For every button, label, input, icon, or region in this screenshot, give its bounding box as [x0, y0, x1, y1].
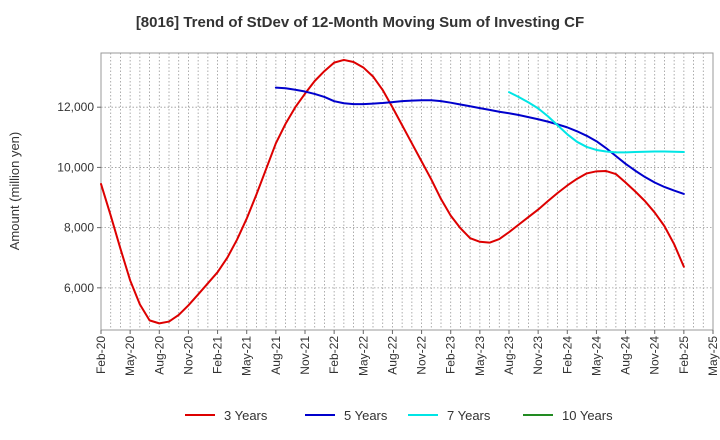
- x-tick-label: Feb-23: [444, 336, 458, 374]
- chart-title: [8016] Trend of StDev of 12-Month Moving…: [135, 14, 585, 31]
- x-tick-label: Aug-22: [385, 336, 399, 375]
- series-line-7-years: [508, 91, 685, 154]
- x-tick-label: Aug-20: [152, 336, 166, 375]
- y-axis-title: Amount (million yen): [7, 132, 22, 251]
- series-line-5-years: [274, 86, 685, 195]
- x-tick-label: May-25: [706, 336, 720, 376]
- vertical-gridlines: [110, 53, 704, 330]
- series-lines: [100, 58, 685, 325]
- x-tick-label: May-20: [123, 336, 137, 376]
- x-tick-label: Feb-22: [327, 336, 341, 374]
- legend-label-10-years: 10 Years: [562, 408, 613, 423]
- x-tick-label: Aug-21: [269, 336, 283, 375]
- y-axis-ticks: 6,000 8,000 10,000 12,000: [57, 100, 101, 295]
- x-tick-label: Aug-23: [502, 336, 516, 375]
- plot-border: [100, 52, 714, 331]
- legend: 3 Years 5 Years 7 Years 10 Years: [185, 408, 613, 423]
- plot-area: [101, 53, 713, 330]
- x-tick-label: Nov-20: [181, 336, 195, 375]
- x-tick-label: May-22: [356, 336, 370, 376]
- x-tick-label: May-24: [589, 336, 603, 376]
- x-tick-label: Nov-23: [531, 336, 545, 375]
- x-tick-label: May-23: [473, 336, 487, 376]
- legend-label-5-years: 5 Years: [344, 408, 388, 423]
- legend-label-7-years: 7 Years: [447, 408, 491, 423]
- y-tick-label: 10,000: [57, 160, 94, 174]
- x-tick-label: Aug-24: [619, 336, 633, 375]
- y-tick-label: 8,000: [64, 221, 94, 235]
- x-tick-label: Nov-24: [648, 336, 662, 375]
- series-line-3-years: [100, 58, 685, 325]
- x-tick-label: May-21: [240, 336, 254, 376]
- x-tick-label: Feb-24: [560, 336, 574, 374]
- x-tick-label: Feb-25: [677, 336, 691, 374]
- x-tick-label: Feb-20: [94, 336, 108, 374]
- x-tick-label: Nov-21: [298, 336, 312, 375]
- x-tick-label: Feb-21: [211, 336, 225, 374]
- x-axis-ticks: Feb-20 May-20 Aug-20 Nov-20 Feb-21 May-21 Aug-…: [94, 330, 720, 376]
- y-tick-label: 6,000: [64, 281, 94, 295]
- y-tick-label: 12,000: [57, 100, 94, 114]
- x-tick-label: Nov-22: [415, 336, 429, 375]
- legend-label-3-years: 3 Years: [224, 408, 268, 423]
